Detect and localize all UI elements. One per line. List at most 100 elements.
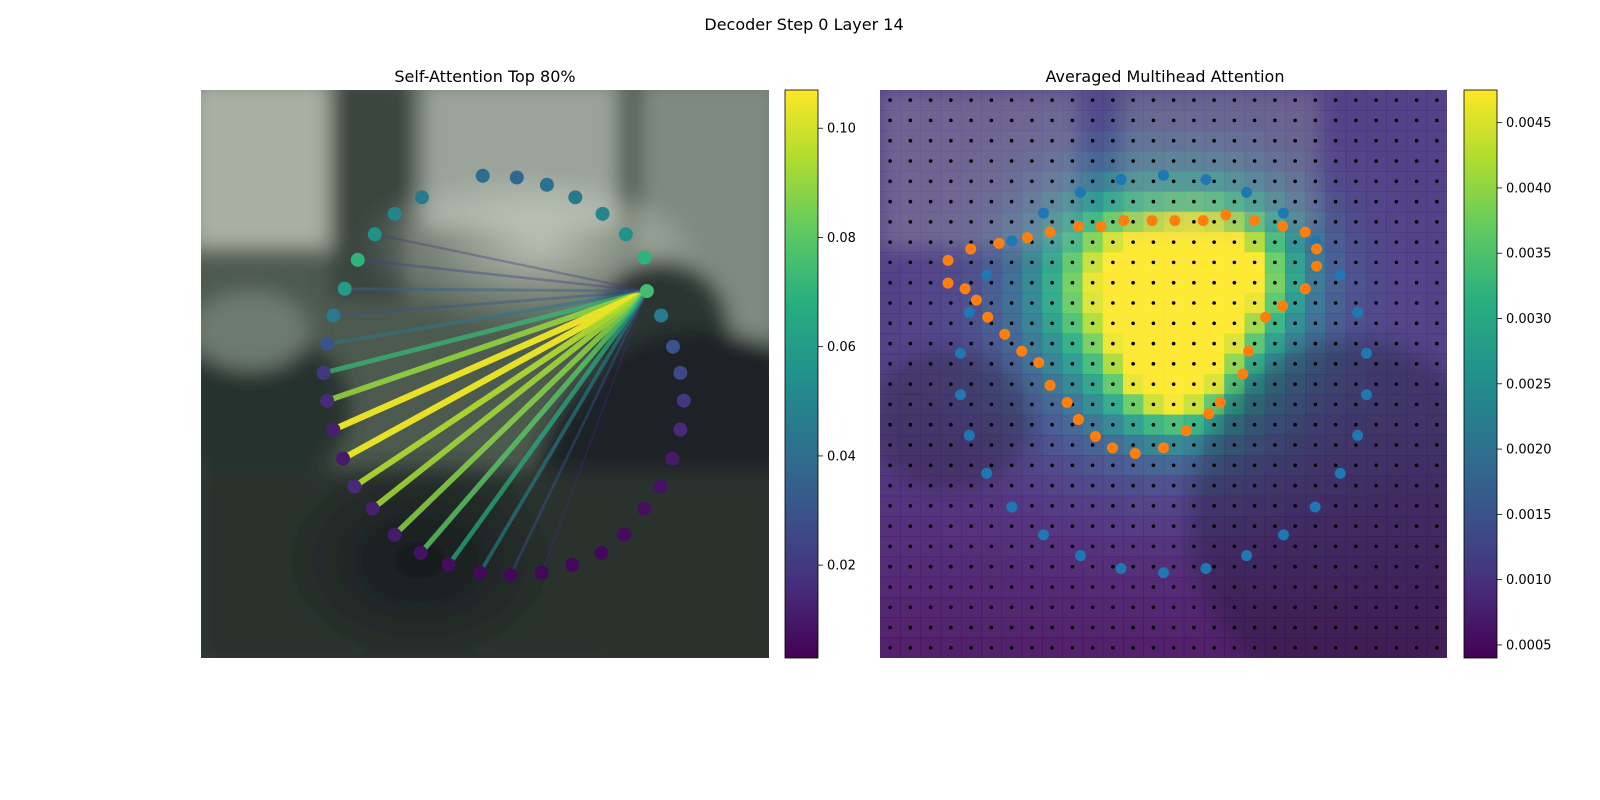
inner-contour-point	[942, 254, 954, 266]
grid-dot	[888, 118, 892, 123]
grid-dot	[1171, 321, 1176, 326]
grid-dot	[1070, 524, 1075, 528]
grid-dot	[1394, 220, 1399, 224]
grid-dot	[1354, 382, 1358, 386]
grid-dot	[1333, 118, 1338, 123]
grid-dot	[1293, 301, 1297, 305]
grid-dot	[1374, 260, 1378, 265]
grid-dot	[1293, 179, 1297, 184]
grid-dot	[1212, 463, 1216, 468]
grid-dot	[1030, 382, 1034, 386]
grid-dots	[888, 98, 1439, 650]
grid-dot	[1313, 179, 1318, 184]
grid-dot	[1435, 118, 1439, 123]
grid-dot	[1374, 402, 1378, 407]
grid-dot	[1232, 199, 1237, 204]
grid-dot	[1293, 260, 1297, 265]
grid-dot	[1090, 605, 1095, 610]
grid-dot	[1394, 422, 1399, 427]
grid-dot	[1414, 98, 1419, 102]
grid-dot	[1212, 321, 1216, 326]
grid-dot	[1090, 321, 1095, 326]
grid-dot	[1050, 585, 1054, 589]
grid-dot	[1435, 504, 1439, 508]
grid-dot	[1192, 524, 1196, 528]
grid-dot	[989, 402, 994, 407]
grid-dot	[1030, 301, 1034, 305]
grid-dot	[1313, 362, 1318, 366]
grid-dot	[1090, 341, 1095, 346]
grid-dot	[1273, 402, 1277, 407]
grid-dot	[1111, 504, 1115, 508]
grid-dot	[1273, 260, 1277, 265]
outer-contour-point	[1241, 550, 1253, 562]
grid-dot	[1374, 443, 1378, 447]
grid-dot	[1354, 98, 1358, 102]
grid-dot	[1030, 118, 1034, 123]
grid-dot	[1009, 138, 1014, 143]
grid-dot	[1252, 98, 1257, 102]
grid-dot	[1151, 646, 1156, 650]
grid-dot	[1090, 138, 1095, 143]
grid-dot	[1009, 422, 1014, 427]
grid-dot	[1090, 280, 1095, 285]
grid-dot	[1333, 280, 1338, 285]
outer-contour-point	[981, 467, 993, 479]
inner-contour-point	[1311, 260, 1323, 272]
grid-dot	[1192, 605, 1196, 610]
grid-dot	[1171, 443, 1176, 447]
grid-dot	[1151, 504, 1156, 508]
grid-dot	[1252, 524, 1257, 528]
grid-dot	[1374, 544, 1378, 549]
grid-dot	[1131, 564, 1135, 569]
contour-point	[639, 284, 654, 299]
grid-dot	[1192, 362, 1196, 366]
grid-dot	[1009, 301, 1014, 305]
grid-dot	[989, 240, 994, 244]
grid-dot	[1232, 98, 1237, 102]
grid-dot	[1131, 159, 1135, 163]
grid-dot	[1151, 159, 1156, 163]
grid-dot	[1212, 138, 1216, 143]
attention-line	[356, 258, 649, 293]
grid-dot	[1131, 483, 1135, 488]
grid-dot	[1050, 341, 1054, 346]
grid-dot	[1111, 524, 1115, 528]
grid-dot	[1151, 463, 1156, 468]
background-photo-left	[201, 90, 769, 658]
grid-dot	[928, 646, 933, 650]
grid-dot	[1232, 524, 1237, 528]
grid-dot	[1090, 220, 1095, 224]
grid-dot	[1354, 422, 1358, 427]
grid-dot	[1030, 341, 1034, 346]
grid-dot	[1009, 524, 1014, 528]
grid-dot	[1050, 524, 1054, 528]
grid-dot	[1414, 341, 1419, 346]
grid-dot	[1435, 220, 1439, 224]
grid-dot	[1212, 199, 1216, 204]
grid-dot	[928, 463, 933, 468]
grid-dot	[1333, 443, 1338, 447]
outer-contour-point	[1006, 235, 1018, 247]
grid-dot	[1050, 605, 1054, 610]
grid-dot	[1374, 118, 1378, 123]
grid-dot	[1252, 159, 1257, 163]
grid-dot	[1394, 138, 1399, 143]
inner-contour-point	[1169, 215, 1181, 227]
grid-dot	[1313, 422, 1318, 427]
grid-dot	[1414, 179, 1419, 184]
grid-dot	[888, 625, 892, 630]
grid-dot	[949, 179, 953, 184]
grid-dot	[908, 483, 913, 488]
grid-dot	[1070, 179, 1075, 184]
grid-dot	[1212, 179, 1216, 184]
grid-dot	[908, 605, 913, 610]
grid-dot	[1151, 321, 1156, 326]
grid-dot	[908, 625, 913, 630]
grid-dot	[1354, 402, 1358, 407]
grid-dot	[1414, 240, 1419, 244]
grid-dot	[1394, 301, 1399, 305]
grid-dot	[1435, 463, 1439, 468]
multihead-attention-title: Averaged Multihead Attention	[1046, 67, 1285, 86]
grid-dot	[1414, 159, 1419, 163]
